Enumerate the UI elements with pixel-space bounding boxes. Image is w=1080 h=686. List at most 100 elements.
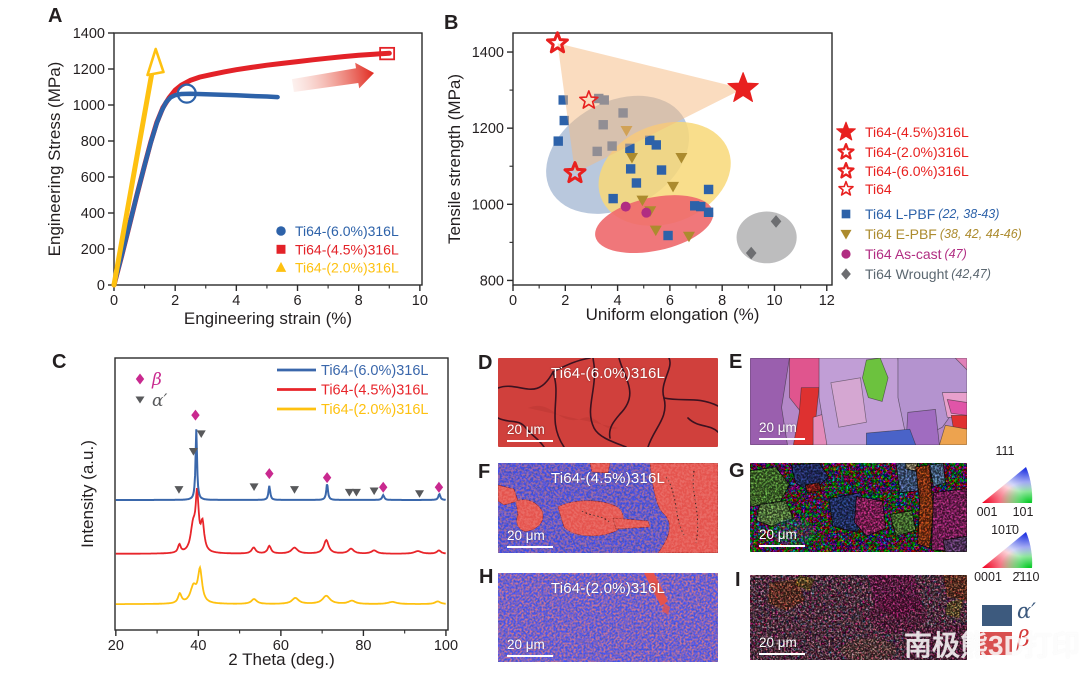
svg-text:1200: 1200 — [73, 62, 105, 78]
scalebar-text: 20 μm — [507, 636, 545, 652]
xrd-curve-Ti64-(6.0%)316L — [115, 429, 446, 501]
legend-label: Ti64 L-PBF — [865, 206, 936, 222]
svg-text:400: 400 — [81, 206, 105, 222]
micrograph-e-image — [750, 358, 967, 445]
svg-text:100: 100 — [434, 638, 458, 654]
alpha-prime-label: α′ — [1017, 599, 1036, 623]
axes: 0 2 4 6 8 10 12 800 1000 1200 1400 — [472, 32, 835, 309]
micrograph-i-scalebar: 20 μm — [759, 635, 805, 655]
svg-text:Intensity (a.u.): Intensity (a.u.) — [78, 440, 97, 548]
ipf-label-001: 001 — [976, 505, 998, 519]
ipf-label-111: 111 — [995, 444, 1015, 458]
svg-text:0: 0 — [110, 293, 118, 309]
ipf-color-key — [982, 467, 1033, 568]
svg-text:200: 200 — [81, 242, 105, 258]
svg-text:600: 600 — [81, 170, 105, 186]
necking-circle-annotation — [176, 83, 197, 104]
xrd-curve-Ti64-(2.0%)316L — [115, 564, 446, 605]
micrograph-e: 20 μm — [750, 358, 967, 445]
series-Ti64-(2.0%)316L — [111, 59, 157, 288]
series-Ti64-(6.0%)316L — [111, 91, 280, 288]
panel-label-h: H — [479, 566, 494, 588]
micrograph-f-scalebar: 20 μm — [507, 528, 553, 548]
svg-text:6: 6 — [666, 293, 674, 309]
xrd-curve-Ti64-(4.5%)316L — [115, 487, 446, 555]
svg-text:Tensile strength (MPa): Tensile strength (MPa) — [445, 74, 464, 244]
micrograph-h-caption: Ti64-(2.0%)316L — [550, 580, 666, 597]
strength-ductility-trend-arrow — [291, 62, 374, 92]
xrd-curves — [115, 429, 446, 605]
svg-text:0: 0 — [97, 278, 105, 294]
scalebar-line — [507, 545, 553, 548]
svg-text:12: 12 — [819, 293, 835, 309]
legend-label: Ti64 Wrought — [865, 266, 949, 282]
micrograph-g-scalebar: 20 μm — [759, 527, 805, 547]
chart-b-legend: Ti64-(4.5%)316L Ti64-(2.0%)316L Ti64-(6.0%… — [834, 0, 1080, 300]
scalebar-text: 20 μm — [759, 419, 797, 435]
micrograph-d: Ti64-(6.0%)316L 20 μm — [498, 358, 718, 447]
legend-item: Ti64-(4.5%)316L — [834, 121, 969, 142]
svg-text:Engineering Stress (MPa): Engineering Stress (MPa) — [45, 62, 64, 257]
micrograph-d-image — [498, 358, 718, 447]
ipf-label-1010: 101̄0 — [991, 523, 1019, 537]
scalebar-line — [507, 439, 553, 442]
strength-elongation-chart: 0 2 4 6 8 10 12 800 1000 1200 1400 Uniform elongati… — [445, 31, 835, 324]
legend-item: Ti64 As-cast (47) — [834, 244, 967, 264]
micrograph-d-caption: Ti64-(6.0%)316L — [550, 365, 666, 382]
panel-label-a: A — [48, 5, 63, 27]
scalebar-line — [759, 652, 805, 655]
svg-text:Ti64-(4.5%)316L: Ti64-(4.5%)316L — [295, 241, 399, 257]
svg-text:10: 10 — [412, 293, 428, 309]
fracture-square-annotation — [379, 46, 396, 61]
svg-text:Uniform elongation (%): Uniform elongation (%) — [586, 305, 760, 324]
panel-label-g: G — [729, 460, 745, 482]
legend-item: Ti64 E-PBF (38, 42, 44-46) — [834, 224, 1022, 244]
svg-text:6: 6 — [293, 293, 301, 309]
svg-text:2 Theta (deg.): 2 Theta (deg.) — [228, 650, 334, 669]
svg-text:20: 20 — [108, 638, 124, 654]
micrograph-g-image — [750, 463, 967, 552]
phase-peak-markers — [174, 409, 444, 498]
svg-text:8: 8 — [718, 293, 726, 309]
panel-label-d: D — [478, 352, 493, 374]
micrograph-f: Ti64-(4.5%)316L 20 μm — [498, 463, 718, 553]
legend-label: Ti64 — [865, 181, 892, 197]
legend-label: Ti64 E-PBF — [865, 226, 937, 242]
ipf-label-2110: 2̄110 — [1012, 570, 1040, 584]
svg-text:1000: 1000 — [472, 197, 504, 213]
panel-label-b: B — [444, 12, 459, 34]
svg-text:1000: 1000 — [73, 98, 105, 114]
ipf-label-0001: 0001 — [974, 570, 1002, 584]
svg-text:2: 2 — [561, 293, 569, 309]
series-curves — [111, 50, 392, 288]
ipf-label-101: 101 — [1012, 505, 1034, 519]
micrograph-i: 20 μm — [750, 575, 967, 660]
beta-label: β — [1017, 627, 1030, 652]
svg-text:1400: 1400 — [73, 26, 105, 42]
scalebar-line — [507, 654, 553, 657]
micrograph-g: 20 μm — [750, 463, 967, 552]
yellow-arrowhead — [146, 47, 165, 77]
axes: 0 2 4 6 8 10 0 200 400 600 800 1000 1200 1400 — [73, 26, 428, 309]
scalebar-line — [759, 544, 805, 547]
stress-strain-chart: 0 2 4 6 8 10 0 200 400 600 800 1000 1200 1400 Engineer… — [45, 26, 428, 328]
svg-text:60: 60 — [273, 638, 289, 654]
micrograph-h-image — [498, 573, 718, 662]
axes: 20 40 60 80 100 — [108, 357, 458, 654]
svg-text:800: 800 — [81, 134, 105, 150]
legend-label: Ti64-(6.0%)316L — [865, 163, 969, 179]
ipf-triangle-cubic — [982, 467, 1033, 503]
svg-text:10: 10 — [766, 293, 782, 309]
svg-text:800: 800 — [480, 273, 504, 289]
scalebar-line — [759, 437, 805, 440]
micrograph-i-image — [750, 575, 967, 660]
svg-text:0: 0 — [509, 293, 517, 309]
legend-refs: (38, 42, 44-46) — [939, 227, 1022, 241]
svg-text:β: β — [151, 370, 162, 390]
svg-text:Ti64-(6.0%)316L: Ti64-(6.0%)316L — [295, 223, 399, 239]
micrograph-f-caption: Ti64-(4.5%)316L — [550, 470, 666, 487]
svg-text:1400: 1400 — [472, 45, 504, 61]
svg-text:Ti64-(6.0%)316L: Ti64-(6.0%)316L — [321, 363, 428, 379]
legend-item: Ti64 Wrought (42,47) — [834, 264, 991, 284]
